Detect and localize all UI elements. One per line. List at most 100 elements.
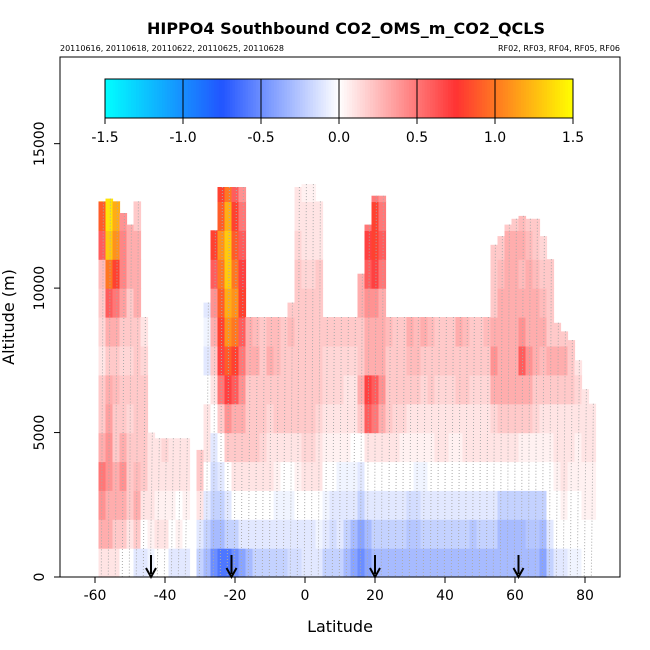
heatmap-cell (448, 345, 457, 376)
heatmap-cell (490, 548, 499, 578)
flight-track (268, 316, 272, 578)
heatmap-cell (203, 403, 212, 434)
heatmap-cell (406, 317, 415, 347)
heatmap-cell (315, 288, 324, 318)
heatmap-cell (539, 403, 548, 434)
heatmap-cell (511, 259, 520, 289)
heatmap-cell (546, 288, 555, 318)
colorbar-segment (463, 79, 467, 118)
flight-track (352, 316, 356, 578)
heatmap-cell (238, 230, 247, 260)
heatmap-cell (259, 490, 268, 520)
colorbar-segment (294, 79, 298, 118)
heatmap-cell (441, 432, 450, 463)
heatmap-cell (266, 519, 275, 549)
heatmap-cell (448, 519, 457, 549)
colorbar-segment (224, 79, 228, 118)
heatmap-cell (203, 490, 212, 520)
heatmap-cell (154, 519, 163, 549)
heatmap-cell (224, 230, 233, 260)
heatmap-cell (455, 432, 464, 463)
heatmap-cell (434, 548, 443, 578)
heatmap-cell (245, 403, 254, 434)
colorbar-segment (513, 79, 517, 118)
heatmap-cell (217, 187, 226, 202)
heatmap-cell (511, 519, 520, 549)
heatmap-cell (287, 302, 296, 318)
heatmap-cell (210, 259, 219, 289)
heatmap-cell (588, 490, 597, 520)
heatmap-cell (567, 432, 576, 463)
heatmap-cell (126, 259, 135, 289)
heatmap-cell (497, 236, 506, 260)
flight-track (338, 316, 342, 578)
flight-track (485, 316, 489, 578)
colorbar-segment (505, 79, 509, 118)
heatmap-cell (413, 374, 422, 405)
heatmap-cell (364, 317, 373, 347)
heatmap-cell (210, 317, 219, 347)
heatmap-cell (490, 519, 499, 549)
heatmap-cell (210, 230, 219, 260)
heatmap-cell (119, 288, 128, 318)
heatmap-cell (441, 317, 450, 347)
heatmap-cell (441, 345, 450, 376)
colorbar-segment (185, 79, 189, 118)
heatmap-cell (588, 403, 597, 434)
heatmap-cell (217, 548, 226, 578)
heatmap-cell (203, 461, 212, 491)
heatmap-cell (119, 259, 128, 289)
y-tick-label: 10000 (32, 266, 48, 311)
heatmap-cell (280, 374, 289, 405)
colorbar-segment (245, 79, 249, 118)
heatmap-cell (119, 461, 128, 491)
heatmap-cell (273, 490, 282, 520)
heatmap-cell (441, 403, 450, 434)
heatmap-cell (105, 374, 114, 405)
heatmap-cell (364, 230, 373, 260)
heatmap-cell (350, 345, 359, 376)
colorbar-segment (320, 79, 324, 118)
heatmap-cell (490, 288, 499, 318)
heatmap-cell (308, 288, 317, 318)
heatmap-cell (315, 403, 324, 434)
colorbar-segment (560, 79, 564, 118)
heatmap-cell (574, 374, 583, 405)
colorbar-segment (385, 79, 389, 118)
heatmap-cell (490, 403, 499, 434)
colorbar-segment (271, 79, 275, 118)
flight-track (520, 215, 524, 578)
heatmap-cell (448, 403, 457, 434)
heatmap-cell (245, 317, 254, 347)
colorbar-segment (539, 79, 543, 118)
heatmap-cell (378, 432, 387, 463)
heatmap-cell (182, 438, 191, 462)
heatmap-cell (294, 288, 303, 318)
heatmap-cell (224, 461, 233, 491)
heatmap-cell (511, 490, 520, 520)
heatmap-cell (357, 288, 366, 318)
heatmap-cell (238, 548, 247, 578)
heatmap-cell (252, 374, 261, 405)
heatmap-cell (385, 548, 394, 578)
flight-track (569, 340, 573, 578)
heatmap-cell (280, 548, 289, 578)
heatmap-cell (469, 490, 478, 520)
colorbar-segment (349, 79, 353, 118)
heatmap-cell (511, 317, 520, 347)
heatmap-cell (119, 374, 128, 405)
heatmap-cell (399, 519, 408, 549)
heatmap-cell (581, 432, 590, 463)
heatmap-cell (231, 345, 240, 376)
y-tick-label: 0 (32, 573, 48, 582)
heatmap-cell (518, 288, 527, 318)
colorbar-segment (489, 79, 493, 118)
colorbar-segment (528, 79, 532, 118)
heatmap-cell (434, 317, 443, 347)
heatmap-cell (567, 519, 576, 549)
colorbar-segment (502, 79, 506, 118)
colorbar-segment (138, 79, 142, 118)
heatmap-cell (308, 374, 317, 405)
colorbar-segment (570, 79, 574, 118)
heatmap-cell (518, 374, 527, 405)
